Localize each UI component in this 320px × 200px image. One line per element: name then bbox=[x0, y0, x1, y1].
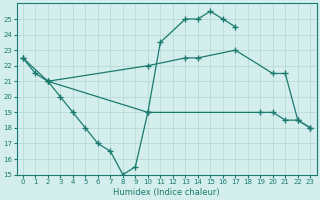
X-axis label: Humidex (Indice chaleur): Humidex (Indice chaleur) bbox=[113, 188, 220, 197]
